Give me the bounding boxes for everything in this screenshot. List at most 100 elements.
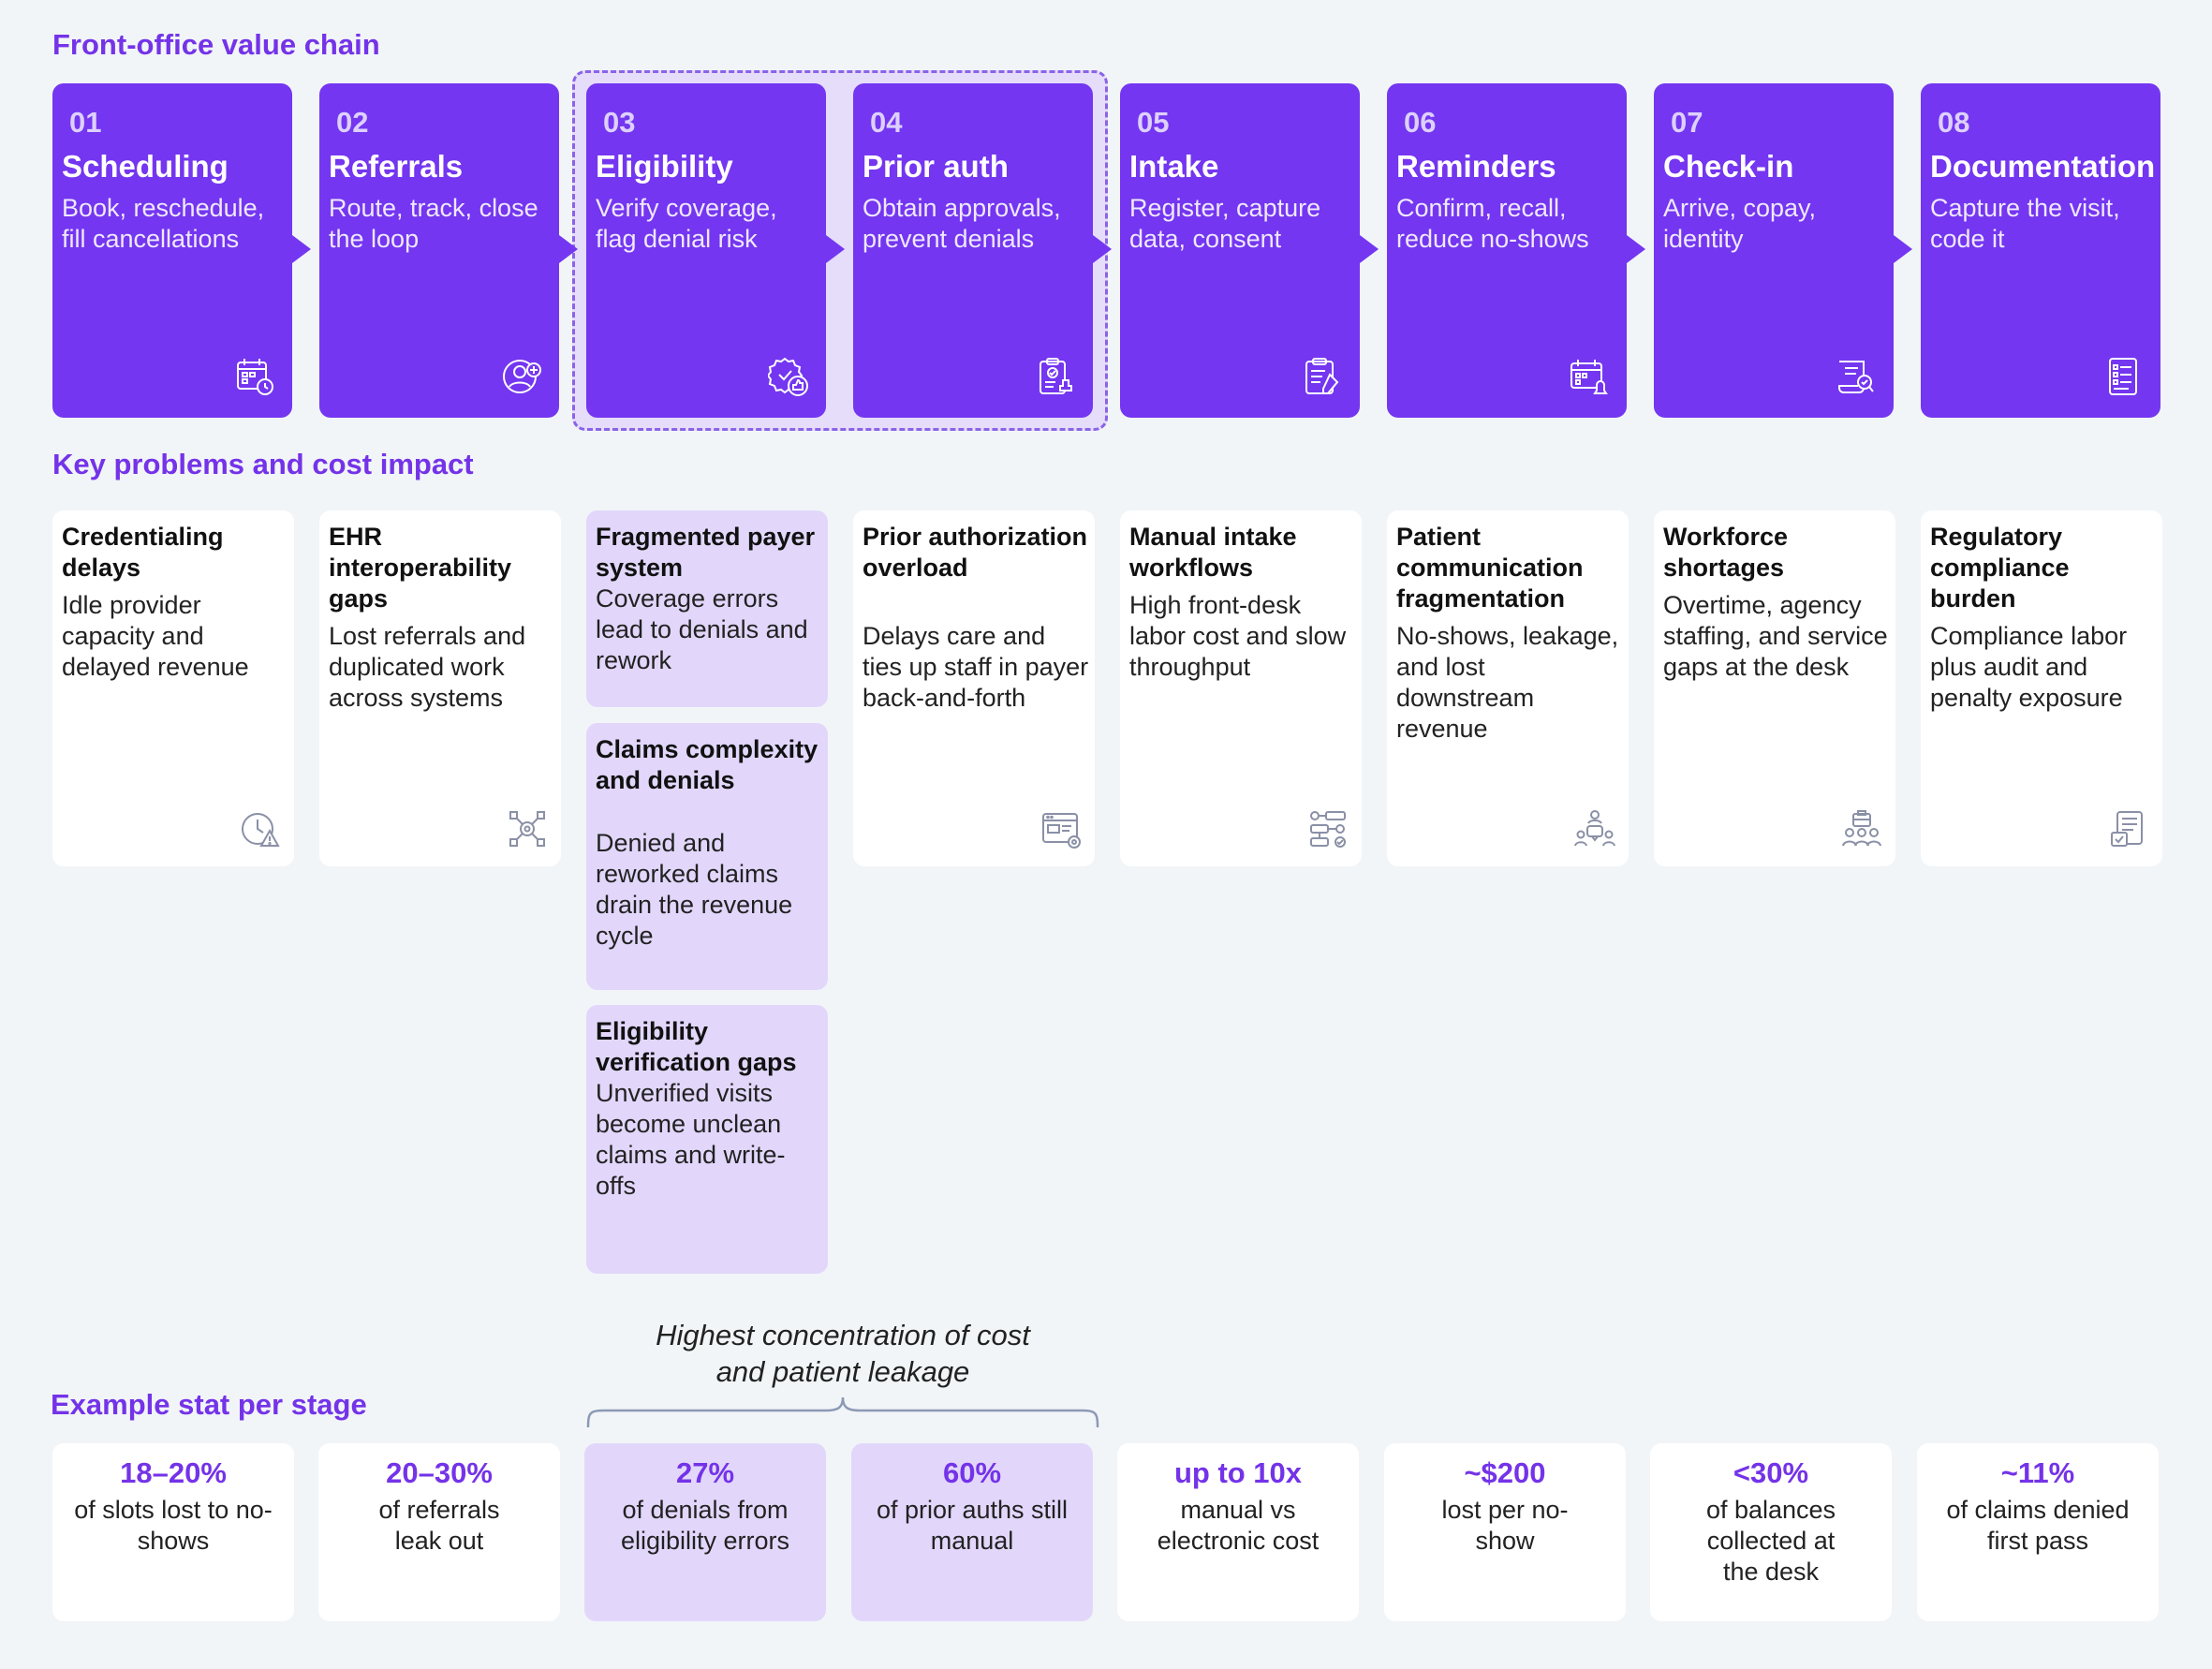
stage-card-referrals: 02 Referrals Route, track, close the loo… (319, 83, 559, 418)
stage-card-reminders: 06 Reminders Confirm, recall, reduce no-… (1387, 83, 1627, 418)
problem-title: Prior authorization overload (863, 523, 1088, 582)
problem-title: Patient communication fragmentation (1396, 523, 1584, 613)
stats-title: Example stat per stage (51, 1388, 367, 1421)
stage-description: Arrive, copay, identity (1663, 194, 1817, 253)
stat-card: up to 10x manual vs electronic cost (1117, 1443, 1359, 1621)
stat-label: of prior auths still manual (876, 1496, 1069, 1555)
team-briefcase-icon (1842, 810, 1881, 847)
badge-thumbs-up-icon (768, 357, 808, 396)
problem-title: Workforce shortages (1663, 523, 1789, 582)
stat-value: 20–30% (386, 1456, 493, 1489)
clipboard-pen-icon (1305, 358, 1339, 394)
problem-description: Overtime, agency staffing, and service g… (1663, 591, 1888, 681)
value-chain-title: Front-office value chain (52, 28, 380, 61)
problem-card: Workforce shortages Overtime, agency sta… (1654, 510, 1895, 866)
workflow-icon (1310, 811, 1346, 848)
problem-card-highlighted: Eligibility verification gaps Unverified… (586, 1005, 828, 1274)
problem-card-highlighted: Claims complexity and denials Denied and… (586, 723, 828, 990)
scroll-check-icon (1838, 361, 1874, 393)
stage-number: 08 (1938, 106, 1970, 139)
stage-description: Book, reschedule, fill cancellations (62, 194, 265, 253)
flow-arrow (1627, 235, 1645, 263)
callout-line: and patient leakage (715, 1355, 970, 1388)
stat-value: 18–20% (120, 1456, 227, 1489)
stage-number: 03 (603, 106, 636, 139)
problems-title: Key problems and cost impact (52, 448, 474, 480)
network-gear-icon (509, 811, 545, 847)
problem-title: Regulatory compliance burden (1930, 523, 2070, 613)
stage-card-prior-auth: 04 Prior auth Obtain approvals, prevent … (853, 83, 1093, 418)
stat-label: of slots lost to no-shows (74, 1496, 273, 1555)
stage-title: Scheduling (62, 149, 229, 184)
stat-label: of balances collected at the desk (1705, 1496, 1836, 1586)
stage-number: 07 (1671, 106, 1703, 139)
user-add-icon (503, 360, 541, 393)
stage-description: Confirm, recall, reduce no-shows (1396, 194, 1589, 253)
stat-card: 18–20% of slots lost to no-shows (52, 1443, 294, 1621)
calendar-clock-icon (237, 359, 273, 395)
problem-title: Credentialing delays (62, 523, 224, 582)
flow-arrow (1093, 235, 1112, 263)
stat-label: manual vs electronic cost (1157, 1496, 1320, 1555)
stage-title: Referrals (329, 149, 464, 184)
problem-description: Compliance labor plus audit and penalty … (1930, 622, 2128, 712)
stage-number: 04 (870, 106, 903, 139)
problem-description: Denied and reworked claims drain the rev… (596, 829, 793, 950)
problem-title: Manual intake workflows (1129, 523, 1297, 582)
stage-number: 02 (336, 106, 369, 139)
problem-description: Idle provider capacity and delayed reven… (62, 591, 249, 681)
problem-description: High front-desk labor cost and slow thro… (1129, 591, 1347, 681)
stage-title: Reminders (1396, 149, 1556, 184)
stat-label: of claims denied first pass (1946, 1496, 2130, 1555)
problem-card: Patient communication fragmentation No-s… (1387, 510, 1629, 866)
problem-title: EHR interoperability gaps (329, 523, 512, 613)
stage-number: 06 (1404, 106, 1437, 139)
problem-title: Claims complexity and denials (596, 735, 818, 794)
stage-description: Capture the visit, code it (1930, 194, 2120, 253)
problem-card: Regulatory compliance burden Compliance … (1921, 510, 2162, 866)
stat-card: ~11% of claims denied first pass (1917, 1443, 2159, 1621)
stat-value: up to 10x (1173, 1456, 1303, 1489)
problem-description: Lost referrals and duplicated work acros… (329, 622, 526, 712)
stat-value: 27% (675, 1456, 735, 1489)
clipboard-stamp-icon (1040, 358, 1072, 394)
stat-label: of referrals leak out (378, 1496, 500, 1555)
stat-card: ~$200 lost per no-show (1384, 1443, 1626, 1621)
stat-card-highlighted: 27% of denials from eligibility errors (584, 1443, 826, 1621)
stat-value: <30% (1733, 1456, 1809, 1489)
stat-value: ~11% (2000, 1456, 2075, 1489)
callout-text: Highest concentration of cost and patien… (581, 1317, 1105, 1390)
problem-card: Manual intake workflows High front-desk … (1120, 510, 1362, 866)
callout-line: Highest concentration of cost (656, 1319, 1030, 1351)
problem-description: Coverage errors lead to denials and rewo… (596, 584, 808, 674)
problem-title: Fragmented payer system (596, 523, 816, 582)
callout-bracket (586, 1396, 1099, 1428)
problem-card-highlighted: Fragmented payer system Coverage errors … (586, 510, 828, 707)
stat-label: lost per no-show (1441, 1496, 1569, 1555)
problem-card: Prior authorization overload Delays care… (853, 510, 1095, 866)
problem-description: No-shows, leakage, and lost downstream r… (1396, 622, 1619, 743)
compliance-doc-icon (2111, 811, 2143, 847)
chat-people-icon (1574, 810, 1615, 847)
stage-title: Prior auth (863, 149, 1009, 184)
flow-arrow (826, 235, 845, 263)
browser-card-icon (1042, 813, 1081, 849)
stage-card-intake: 05 Intake Register, capture data, consen… (1120, 83, 1360, 418)
stage-title: Intake (1129, 149, 1219, 184)
clock-warning-icon (242, 813, 280, 847)
flow-arrow (1894, 235, 1912, 263)
stage-card-scheduling: 01 Scheduling Book, reschedule, fill can… (52, 83, 292, 418)
problem-card: EHR interoperability gaps Lost referrals… (319, 510, 561, 866)
flow-arrow (559, 235, 578, 263)
problem-description: Unverified visits become unclean claims … (596, 1079, 786, 1200)
stage-description: Register, capture data, consent (1129, 194, 1321, 253)
stat-card: <30% of balances collected at the desk (1650, 1443, 1892, 1621)
stat-value: 60% (942, 1456, 1002, 1489)
stage-number: 01 (69, 106, 102, 139)
problem-card: Credentialing delays Idle provider capac… (52, 510, 294, 866)
stage-card-eligibility: 03 Eligibility Verify coverage, flag den… (586, 83, 826, 418)
stage-description: Obtain approvals, prevent denials (863, 194, 1061, 253)
stage-number: 05 (1137, 106, 1170, 139)
stage-description: Verify coverage, flag denial risk (596, 194, 777, 253)
document-list-icon (2109, 358, 2137, 395)
